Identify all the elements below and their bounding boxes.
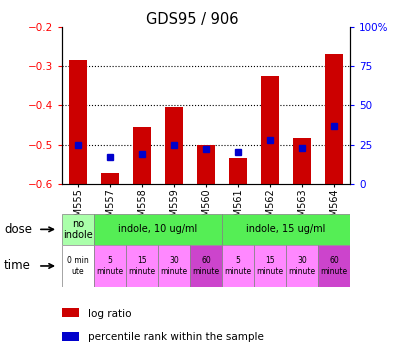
Bar [126,245,158,287]
Bar [62,308,79,317]
Text: 5
minute: 5 minute [96,256,124,276]
Text: 30
minute: 30 minute [160,256,188,276]
Bar [286,245,318,287]
Text: 60
minute: 60 minute [192,256,220,276]
Text: dose: dose [4,223,32,236]
Bar [101,173,119,184]
Bar [133,127,151,184]
Text: 15
minute: 15 minute [128,256,156,276]
Bar [222,214,350,245]
Bar [261,76,279,184]
Text: percentile rank within the sample: percentile rank within the sample [88,332,264,342]
Bar [94,245,126,287]
Text: indole, 10 ug/ml: indole, 10 ug/ml [118,224,198,235]
Bar [190,245,222,287]
Text: 30
minute: 30 minute [288,256,316,276]
Bar [62,214,94,245]
Bar [62,332,79,341]
Bar [229,159,247,184]
Text: log ratio: log ratio [88,309,132,319]
Text: 0 min
ute: 0 min ute [67,256,89,276]
Bar [254,245,286,287]
Text: GDS95 / 906: GDS95 / 906 [146,12,238,27]
Bar [293,138,311,184]
Bar [318,245,350,287]
Bar [158,245,190,287]
Text: no
indole: no indole [63,218,93,240]
Bar [197,145,215,184]
Text: 15
minute: 15 minute [256,256,284,276]
Text: time: time [4,260,31,272]
Bar [222,245,254,287]
Bar [69,60,87,184]
Text: 5
minute: 5 minute [224,256,252,276]
Text: indole, 15 ug/ml: indole, 15 ug/ml [246,224,326,235]
Bar [94,214,222,245]
Bar [62,245,94,287]
Bar [325,54,343,184]
Bar [165,107,183,184]
Text: 60
minute: 60 minute [320,256,348,276]
